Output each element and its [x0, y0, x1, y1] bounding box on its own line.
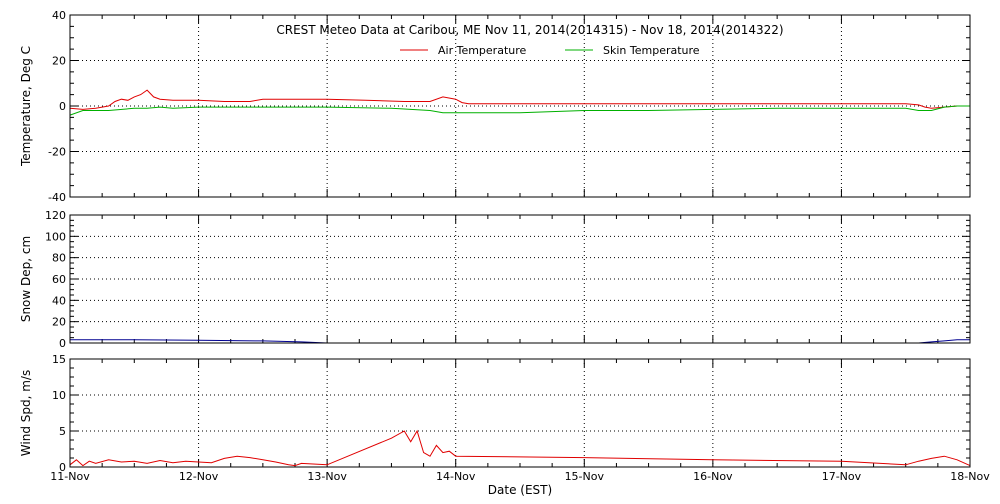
series-line-air — [69, 89, 970, 110]
panel-2: 0 20 40 60 80 100 120 Snow Dep, cm — [19, 209, 971, 350]
y-tick-label: 10 — [52, 389, 66, 402]
chart-title: CREST Meteo Data at Caribou, ME Nov 11, … — [276, 23, 783, 37]
x-tick-label: 12-Nov — [179, 470, 219, 483]
x-tick-label: 16-Nov — [693, 470, 733, 483]
y-tick-label: 80 — [52, 252, 66, 265]
x-tick-label: 15-Nov — [565, 470, 605, 483]
y-tick-label: 100 — [45, 230, 66, 243]
y-axis-label: Temperature, Deg C — [19, 46, 33, 167]
series-line-wind — [69, 429, 971, 467]
y-tick-label: 0 — [59, 100, 66, 113]
legend-label: Skin Temperature — [603, 44, 700, 57]
legend-label: Air Temperature — [438, 44, 527, 57]
y-tick-label: -20 — [48, 146, 66, 159]
y-tick-label: 120 — [45, 209, 66, 222]
y-tick-label: 15 — [52, 353, 66, 366]
x-tick-label: 11-Nov — [50, 470, 90, 483]
y-tick-label: 0 — [59, 461, 66, 474]
y-tick-label: 40 — [52, 294, 66, 307]
x-tick-label: 17-Nov — [822, 470, 862, 483]
y-tick-label: 0 — [59, 337, 66, 350]
y-axis-label: Snow Dep, cm — [19, 236, 33, 322]
y-tick-label: 20 — [52, 55, 66, 68]
legend: Air Temperature Skin Temperature — [400, 44, 700, 57]
y-tick-label: 40 — [52, 9, 66, 22]
y-tick-label: 20 — [52, 316, 66, 329]
y-tick-label: 60 — [52, 273, 66, 286]
x-tick-label: 13-Nov — [307, 470, 347, 483]
x-tick-label: 14-Nov — [436, 470, 476, 483]
panel-1: -40 -20 0 20 40 Temperature, Deg C — [19, 9, 971, 204]
y-tick-label: 5 — [59, 425, 66, 438]
series-line-skin — [69, 105, 970, 116]
panel-3: 0 5 10 15 Wind Spd, m/s — [19, 353, 971, 474]
y-axis-label: Wind Spd, m/s — [19, 370, 33, 456]
y-tick-label: -40 — [48, 191, 66, 204]
plot-frame — [69, 214, 971, 344]
plot-frame — [69, 358, 971, 468]
x-axis-label: Date (EST) — [488, 483, 552, 497]
x-tick-label: 18-Nov — [950, 470, 990, 483]
plot-frame — [69, 14, 971, 198]
